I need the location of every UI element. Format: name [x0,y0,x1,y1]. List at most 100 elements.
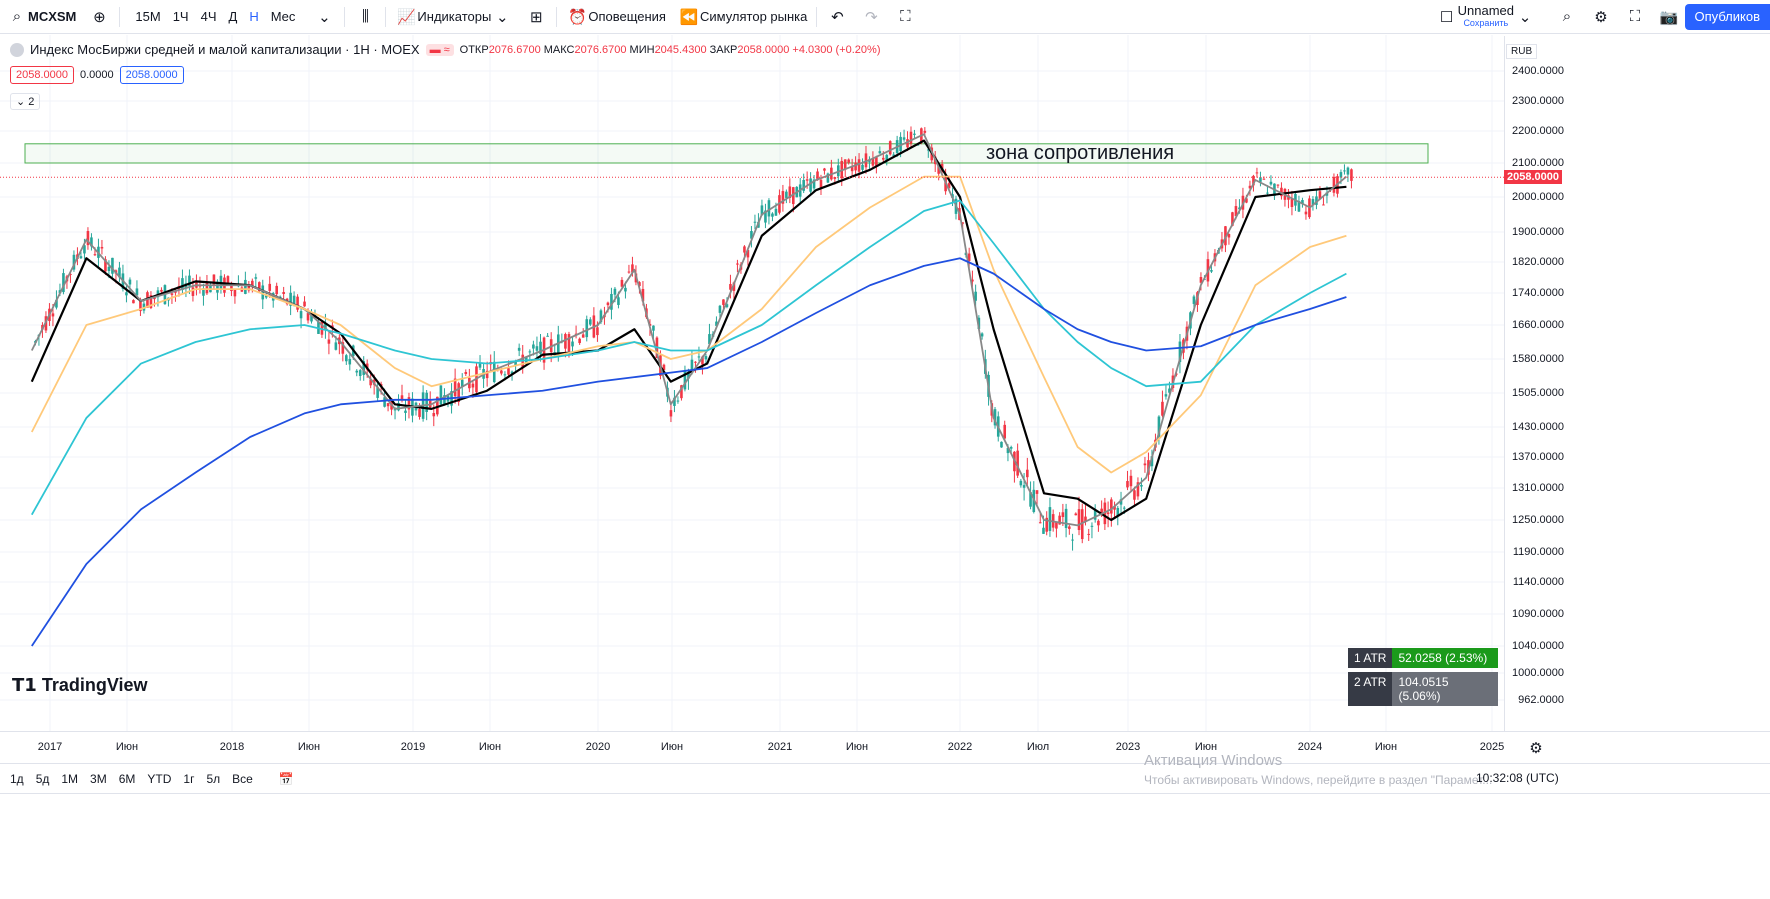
interval-4[interactable]: Н [249,9,259,24]
candle-body [1304,211,1308,215]
candle-body [1126,481,1129,488]
range-7[interactable]: 5л [206,771,221,786]
settings-button[interactable]: ⚙ [1584,0,1618,34]
alerts-button[interactable]: ⏰ Оповещения [560,0,672,34]
calendar-icon[interactable]: 📅 [278,771,294,786]
undo-button[interactable]: ↶ [820,0,854,34]
interval-0[interactable]: 15М [135,9,161,24]
candle-body [767,200,771,217]
fullscreen-selection-button[interactable]: ⛶ [888,0,922,34]
candle-body [1006,447,1010,454]
candle-body [1009,447,1013,449]
candle-body [878,151,882,154]
layouts-button[interactable]: ⊞ [519,0,553,34]
candle-body [400,395,404,400]
candle-body [205,281,209,294]
time-axis[interactable]: ⚙ 2017 Июн 2018 Июн 2019 Июн 2020 Июн 2021 Июн 202… [0,731,1770,763]
candle-body [1350,169,1353,181]
compare-button[interactable]: ⊕ [82,0,116,34]
candle-body [1087,533,1091,535]
layout-save[interactable]: ☐ Unnamed Сохранить ⌄ [1430,0,1542,34]
interval-1[interactable]: 1Ч [172,9,189,24]
price-tick-1: 2300.0000 [1512,95,1564,107]
candle-body [641,288,645,302]
candle-body [1061,512,1065,518]
quick-search-button[interactable]: ⌕ [1550,0,1584,34]
clock[interactable]: 10:32:08 (UTC) [1476,771,1559,785]
price-scale[interactable]: 2400.0000 2300.0000 2200.0000 2100.0000 2000… [1504,36,1570,731]
range-4[interactable]: 6М [118,771,136,786]
interval-5[interactable]: Мес [270,9,296,24]
candle-body [404,410,407,413]
candle-body [369,379,372,386]
publish-button[interactable]: Опубликов [1684,4,1770,30]
interval-3[interactable]: Д [228,9,238,24]
candle-body [871,158,875,166]
candle-body [244,279,247,294]
indicators-collapse-button[interactable]: ⌄ 2 [10,93,41,110]
candle-body [1106,512,1110,515]
legend-title[interactable]: Индекс МосБиржи средней и малой капитали… [30,42,420,57]
candle-body [599,310,603,323]
candle-body [567,334,571,352]
price-tick-14: 1250.0000 [1512,514,1564,526]
interval-2[interactable]: 4Ч [200,9,217,24]
candle-body [1255,172,1259,174]
candle-body [247,284,251,291]
price-tick-4: 2000.0000 [1512,191,1564,203]
redo-button[interactable]: ↷ [854,0,888,34]
range-8[interactable]: Все [232,771,253,786]
candle-body [278,296,282,298]
interval-dropdown[interactable]: ⌄ [307,0,341,34]
market-status-icon[interactable]: ▬ ≈ [425,43,454,56]
range-0[interactable]: 1д [10,771,24,786]
price-tick-12: 1370.0000 [1512,451,1564,463]
indicators-button[interactable]: 📈 Индикаторы ⌄ [389,0,519,34]
replay-button[interactable]: ⏪ Симулятор рынка [672,0,813,34]
candle-body [1116,507,1120,517]
candle-body [638,282,641,287]
candle-body [885,154,889,162]
range-6[interactable]: 1г [183,771,195,786]
chart-type-button[interactable]: ⫼ [348,0,382,34]
tradingview-logo[interactable]: 𝗧𝟭 TradingView [12,675,148,696]
range-1[interactable]: 5д [35,771,50,786]
candle-body [1058,515,1061,525]
candle-body [507,368,510,375]
candle-body [86,231,90,246]
bid-box[interactable]: 2058.0000 [10,66,74,84]
resistance-zone [24,143,1429,164]
atr-value: 104.0515 (5.06%) [1392,672,1499,706]
grid-icon: ⊞ [530,8,543,26]
candle-body [268,283,272,291]
symbol-legend: Индекс МосБиржи средней и малой капитали… [10,42,881,57]
candle-body [216,281,219,293]
time-tick-1: Июн [115,741,139,753]
range-5[interactable]: YTD [147,771,172,786]
snapshot-button[interactable]: 📷 [1652,0,1686,34]
candle-body [847,159,850,163]
range-2[interactable]: 1М [61,771,79,786]
currency-label[interactable]: RUB [1506,44,1538,59]
candle-body [1110,499,1113,514]
chart-canvas[interactable] [0,35,1504,732]
candle-body [386,403,390,407]
candle-body [453,378,457,397]
candle-body [729,284,732,290]
time-tick-0: 2017 [37,741,63,753]
close-value: 2058.0000 [737,43,790,56]
candle-body [306,313,310,321]
symbol-search[interactable]: ⌕ MCXSM [0,0,82,34]
fullscreen-button[interactable]: ⛶ [1618,0,1652,34]
symbol-label: MCXSM [28,9,77,24]
candle-body [1252,175,1255,186]
candle-body [613,288,617,295]
candle-body [407,397,411,410]
ask-box[interactable]: 2058.0000 [119,66,184,84]
candle-body [457,383,460,402]
candle-body [1339,172,1343,178]
candle-body [107,266,111,271]
candle-body [1071,539,1074,541]
range-3[interactable]: 3М [90,771,107,786]
gear-icon[interactable]: ⚙ [1529,740,1543,757]
